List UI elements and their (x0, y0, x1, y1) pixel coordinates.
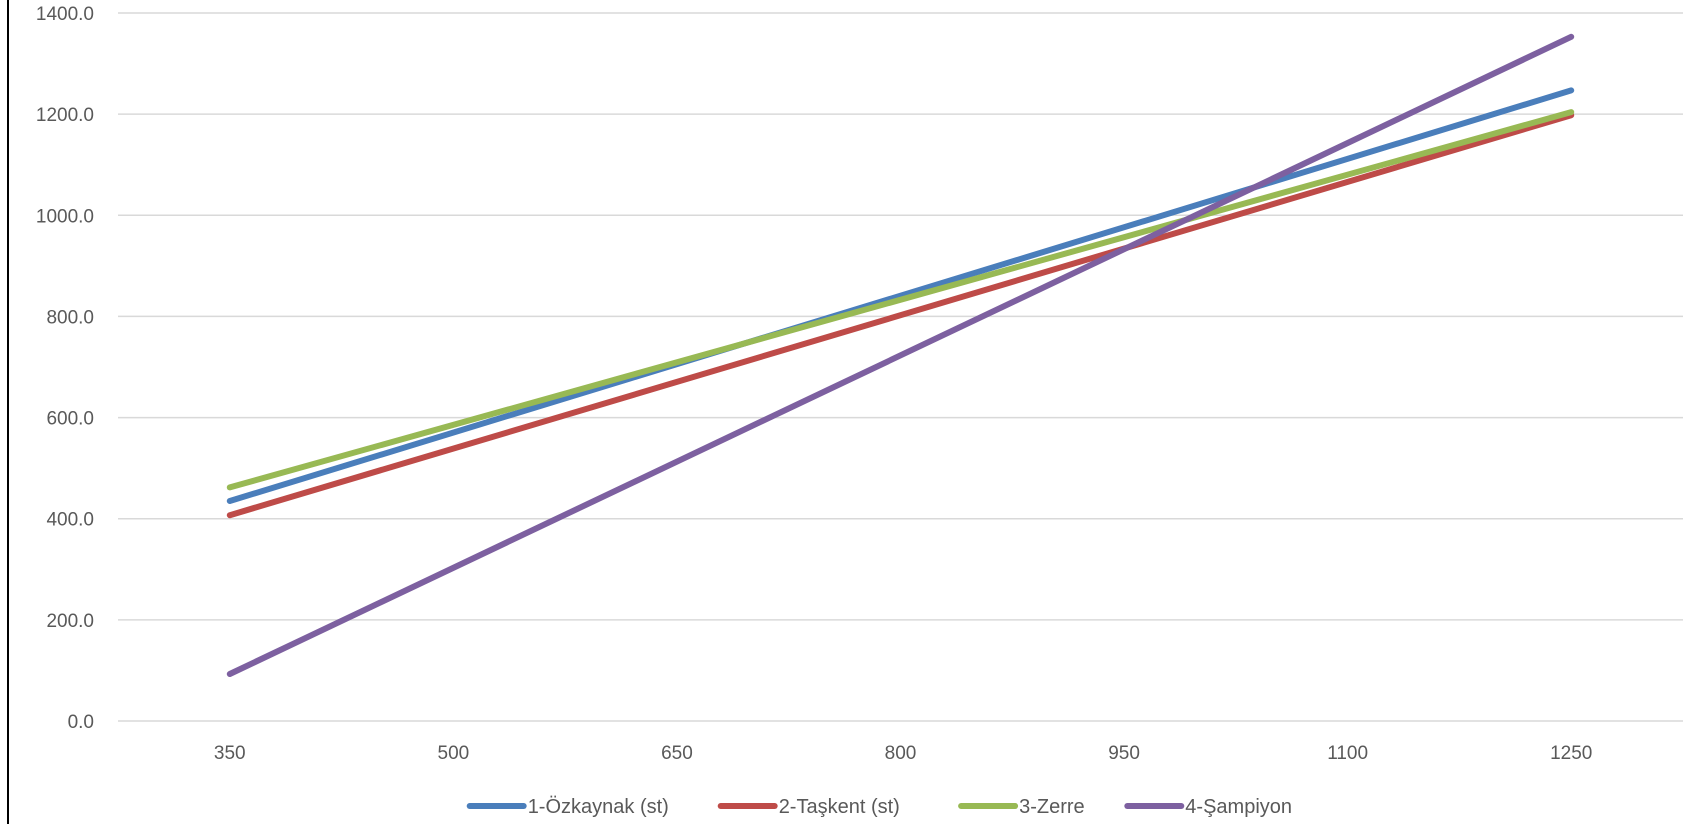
legend-item: 3-Zerre (958, 796, 1085, 818)
x-tick-label: 800 (885, 743, 917, 764)
y-tick-label: 1000.0 (36, 206, 94, 227)
chart-border (7, 0, 9, 824)
legend-label: 1-Özkaynak (st) (528, 796, 669, 818)
x-tick-label: 500 (438, 743, 470, 764)
x-tick-label: 1250 (1550, 743, 1592, 764)
legend-item: 2-Taşkent (st) (717, 796, 900, 818)
y-tick-label: 400.0 (46, 510, 94, 531)
y-tick-label: 1400.0 (36, 4, 94, 25)
series-line-1 (226, 87, 1575, 504)
x-tick-label: 650 (661, 743, 693, 764)
y-tick-label: 800.0 (46, 307, 94, 328)
series-line-4 (226, 33, 1575, 677)
y-tick-label: 600.0 (46, 409, 94, 430)
legend: 1-Özkaynak (st) 2-Taşkent (st) 3-Zerre 4-Şa… (466, 796, 1292, 818)
x-tick-label: 1100 (1327, 743, 1368, 764)
x-tick-label: 350 (214, 743, 246, 764)
legend-label: 2-Taşkent (st) (779, 796, 900, 818)
x-axis-tick-labels: 350 500 650 800 950 1100 1250 (214, 743, 1592, 764)
legend-label: 3-Zerre (1019, 796, 1085, 818)
legend-label: 4-Şampiyon (1185, 796, 1292, 818)
legend-item: 1-Özkaynak (st) (466, 796, 669, 818)
x-tick-label: 950 (1108, 743, 1140, 764)
series-lines (226, 33, 1575, 677)
y-tick-label: 0.0 (68, 712, 94, 733)
y-tick-label: 1200.0 (36, 105, 94, 126)
legend-item: 4-Şampiyon (1124, 796, 1292, 818)
y-tick-label: 200.0 (46, 611, 94, 632)
series-line-3 (226, 109, 1575, 491)
y-axis-tick-labels: 0.0 200.0 400.0 600.0 800.0 1000.0 1200.0 1400.… (36, 4, 94, 733)
series-line-2 (226, 112, 1575, 519)
